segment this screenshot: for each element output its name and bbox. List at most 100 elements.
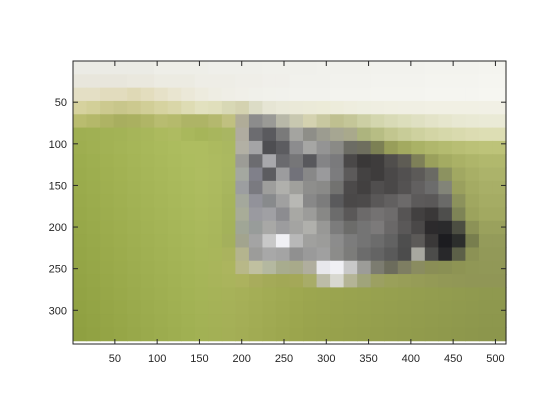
image-pixel (262, 207, 277, 222)
image-pixel (289, 314, 304, 328)
image-pixel (86, 140, 101, 155)
image-pixel (370, 87, 385, 102)
image-pixel (411, 194, 426, 209)
image-pixel (127, 167, 142, 182)
image-pixel (384, 287, 399, 302)
image-pixel (343, 180, 358, 195)
image-pixel (181, 260, 196, 275)
image-pixel (343, 287, 358, 302)
image-pixel (451, 87, 467, 102)
image-pixel (73, 314, 88, 328)
image-pixel (343, 61, 358, 75)
image-pixel (167, 154, 182, 169)
image-pixel (384, 167, 399, 182)
image-pixel (478, 260, 494, 275)
image-pixel (113, 114, 128, 129)
image-pixel (194, 220, 209, 235)
image-pixel (478, 234, 494, 249)
image-pixel (113, 274, 128, 288)
image-pixel (478, 61, 494, 75)
image-pixel (330, 154, 345, 169)
image-pixel (154, 314, 169, 328)
image-pixel (289, 140, 304, 155)
image-pixel (438, 247, 453, 262)
image-pixel (262, 220, 277, 235)
image-pixel (478, 327, 494, 342)
image-pixel (397, 114, 412, 129)
image-pixel (86, 314, 101, 328)
image-pixel (100, 247, 115, 262)
image-pixel (316, 140, 331, 155)
image-pixel (316, 74, 331, 89)
image-pixel (438, 300, 453, 315)
image-pixel (438, 100, 453, 115)
image-pixel (411, 207, 426, 222)
image-pixel (208, 314, 223, 328)
image-pixel (235, 100, 250, 115)
image-pixel (194, 180, 209, 195)
image-pixel (330, 114, 345, 129)
image-pixel (438, 234, 453, 249)
image-pixel (411, 314, 426, 328)
image-pixel (235, 220, 250, 235)
image-pixel (478, 87, 494, 102)
image-pixel (140, 260, 155, 275)
image-pixel (397, 100, 412, 115)
image-pixel (424, 300, 439, 315)
image-pixel (370, 260, 385, 275)
image-pixel (384, 220, 399, 235)
image-pixel (167, 74, 182, 89)
image-pixel (167, 300, 182, 315)
image-pixel (262, 300, 277, 315)
image-pixel (343, 327, 358, 342)
image-pixel (181, 300, 196, 315)
image-pixel (248, 74, 264, 89)
image-pixel (424, 247, 439, 262)
image-pixel (140, 287, 155, 302)
image-pixel (127, 207, 142, 222)
image-pixel (248, 100, 264, 115)
image-pixel (86, 74, 101, 89)
image-pixel (316, 300, 331, 315)
image-pixel (289, 327, 304, 342)
image-pixel (262, 274, 277, 288)
image-pixel (465, 100, 480, 115)
image-pixel (478, 220, 494, 235)
image-pixel (330, 74, 345, 89)
image-pixel (221, 114, 236, 129)
image-pixel (275, 194, 291, 209)
image-pixel (397, 194, 412, 209)
image-pixel (221, 154, 236, 169)
image-pixel (154, 260, 169, 275)
image-pixel (303, 220, 318, 235)
image-pixel (343, 314, 358, 328)
image-pixel (194, 87, 209, 102)
image-pixel (384, 74, 399, 89)
image-pixel (478, 287, 494, 302)
image-pixel (208, 300, 223, 315)
image-pixel (167, 180, 182, 195)
image-pixel (357, 74, 372, 89)
image-pixel (248, 180, 264, 195)
image-pixel (181, 327, 196, 342)
image-pixel (289, 154, 304, 169)
image-pixel (154, 154, 169, 169)
image-pixel (397, 180, 412, 195)
image-pixel (154, 140, 169, 155)
image-pixel (316, 100, 331, 115)
image-pixel (411, 74, 426, 89)
image-pixel (86, 61, 101, 75)
image-pixel (424, 194, 439, 209)
image-pixel (275, 61, 291, 75)
image-pixel (100, 140, 115, 155)
image-pixel (438, 61, 453, 75)
image-pixel (275, 140, 291, 155)
image-pixel (303, 127, 318, 142)
image-pixel (451, 100, 467, 115)
image-pixel (438, 180, 453, 195)
image-pixel (100, 260, 115, 275)
image-pixel (411, 234, 426, 249)
image-pixel (343, 114, 358, 129)
x-tick-label: 100 (148, 353, 166, 365)
image-pixel (438, 167, 453, 182)
